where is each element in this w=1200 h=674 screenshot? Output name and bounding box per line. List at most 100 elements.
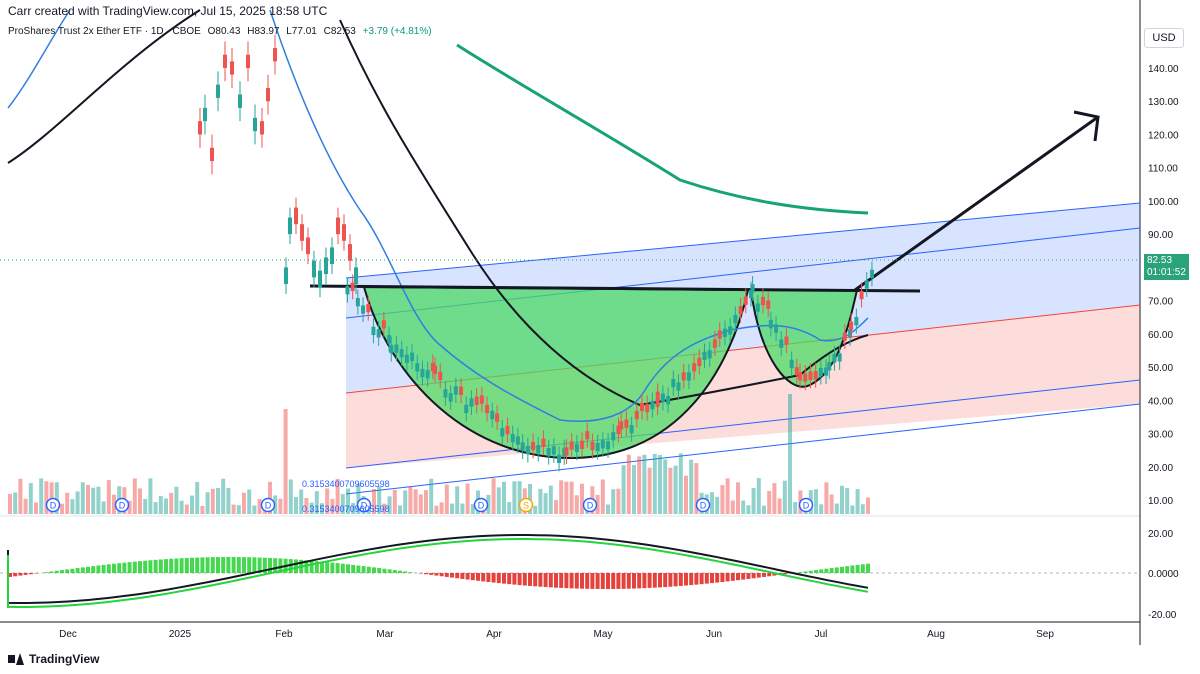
candle-body <box>789 359 794 369</box>
dividend-marker <box>45 497 61 513</box>
volume-bar <box>39 478 44 514</box>
channel-bottom <box>345 403 1141 495</box>
macd-hist-bar <box>86 566 90 573</box>
macd-hist-bar <box>361 566 366 573</box>
candle-body <box>495 413 500 422</box>
macd-hist-bar <box>507 573 512 585</box>
macd-hist-bar <box>481 573 486 582</box>
time-tick-label: Jul <box>815 629 828 640</box>
volume-bar <box>278 498 283 514</box>
macd-hist-bar <box>647 573 652 588</box>
candle-body <box>697 357 702 367</box>
macd-hist-bar <box>392 570 397 573</box>
candle-body <box>634 410 639 420</box>
macd-hist-bar <box>658 573 662 588</box>
volume-bar <box>377 486 382 514</box>
macd-hist-bar <box>684 573 688 586</box>
macd-tick-label: 0.0000 <box>1148 569 1179 580</box>
macd-hist-bar <box>101 564 106 573</box>
candle-body <box>606 441 611 450</box>
candle-body <box>779 339 784 348</box>
candle-body <box>394 344 399 353</box>
macd-hist-bar <box>158 559 163 573</box>
candle-body <box>469 398 474 407</box>
macd-hist-bar <box>699 573 704 585</box>
dividend-marker <box>518 497 534 513</box>
time-tick-label: Sep <box>1036 629 1054 640</box>
macd-hist-bar <box>585 573 590 589</box>
volume-bar <box>247 489 252 514</box>
macd-hist-bar <box>377 568 382 573</box>
volume-bar <box>517 481 522 514</box>
macd-hist-bar <box>387 569 392 573</box>
tradingview-brand[interactable]: TradingView <box>8 652 99 666</box>
macd-hist-bar <box>460 573 465 579</box>
candle-body <box>420 368 425 378</box>
candle-body <box>381 320 386 329</box>
volume-bar <box>621 465 626 514</box>
volume-bar <box>70 499 75 514</box>
volume-bar <box>91 487 96 514</box>
candle-body <box>600 440 605 449</box>
candle-body <box>818 367 823 377</box>
price-tick-label: 90.00 <box>1148 230 1173 241</box>
currency-button[interactable]: USD <box>1144 28 1184 48</box>
channel-lower-inner <box>345 379 1141 469</box>
macd-hist-bar <box>476 573 480 581</box>
macd-hist-bar <box>434 573 439 576</box>
volume-bar <box>647 467 652 514</box>
macd-hist-bar <box>294 559 298 573</box>
macd-hist-bar <box>34 573 38 574</box>
candle-body <box>510 433 515 443</box>
volume-bar <box>439 502 444 514</box>
macd-hist-bar <box>450 573 454 578</box>
candle-body <box>774 324 779 333</box>
candle-body <box>803 373 808 382</box>
candle-body <box>562 448 567 457</box>
volume-bar <box>824 482 829 514</box>
macd-hist-bar <box>216 557 220 573</box>
volume-bar <box>564 481 569 514</box>
candle-body <box>837 353 842 362</box>
volume-bar <box>28 483 33 514</box>
macd-hist-bar <box>200 557 205 573</box>
volume-bar <box>200 505 205 514</box>
candle-body <box>520 442 525 451</box>
candle-body <box>203 107 207 122</box>
candle-body <box>842 332 847 341</box>
macd-hist-bar <box>756 573 761 578</box>
volume-bar <box>767 490 772 514</box>
volume-bar <box>772 483 777 514</box>
volume-bar <box>611 489 616 514</box>
volume-bar <box>179 500 184 514</box>
candle-body <box>692 363 697 372</box>
candle-body <box>253 117 257 132</box>
macd-hist-bar <box>372 567 376 573</box>
candle-body <box>448 393 453 402</box>
macd-hist-bar <box>543 573 548 588</box>
volume-bar <box>574 495 579 514</box>
volume-bar <box>756 478 761 514</box>
volume-bar <box>340 494 345 514</box>
volume-bar <box>741 500 746 514</box>
candle-body <box>459 386 464 395</box>
dividend-marker <box>114 497 130 513</box>
macd-hist-bar <box>866 563 870 573</box>
candle-body <box>655 391 660 401</box>
volume-bar <box>694 463 699 514</box>
macd-hist-bar <box>356 565 361 573</box>
macd-hist-bar <box>366 566 371 573</box>
volume-bar <box>184 504 189 514</box>
volume-bar <box>850 505 855 514</box>
candle-body <box>824 367 829 376</box>
candle-body <box>595 442 600 452</box>
volume-bar <box>23 498 28 514</box>
symbol-name[interactable]: ProShares Trust 2x Ether ETF · 1D · CBOE <box>8 26 201 37</box>
volume-bar <box>678 453 683 514</box>
time-tick-label: Feb <box>275 629 293 640</box>
macd-hist-bar <box>439 573 444 577</box>
macd-hist-bar <box>626 573 631 589</box>
price-tick-label: 100.00 <box>1148 197 1179 208</box>
volume-bar <box>491 478 496 514</box>
